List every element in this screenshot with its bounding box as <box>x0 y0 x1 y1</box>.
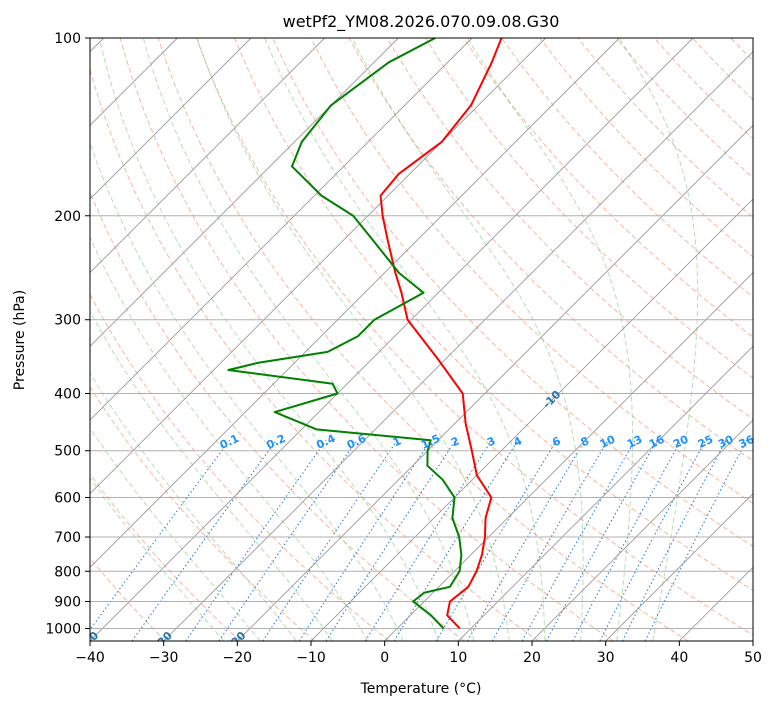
moist-adiabat <box>90 310 333 641</box>
isotherm-line <box>310 198 753 641</box>
y-tick-label: 200 <box>54 209 81 225</box>
y-tick-label: 400 <box>54 387 81 403</box>
y-tick-label: 1000 <box>45 621 81 637</box>
y-tick-label: 600 <box>54 490 81 506</box>
x-tick-label: −40 <box>75 650 105 666</box>
x-tick-label: 10 <box>449 650 467 666</box>
x-tick-label: 20 <box>523 650 541 666</box>
mixing-ratio-line <box>90 439 231 631</box>
isotherm-line <box>458 345 753 641</box>
y-tick-label: 800 <box>54 564 81 580</box>
mixing-ratio-line <box>545 440 658 641</box>
mixing-ratio-label: 10 <box>598 433 618 451</box>
dry-adiabat <box>90 557 166 641</box>
isotherm-label: -40 <box>78 629 101 652</box>
moist-adiabat <box>90 236 369 641</box>
dry-adiabat <box>90 67 540 641</box>
mixing-ratio-line <box>218 439 358 641</box>
mixing-ratio-line <box>491 440 609 641</box>
mixing-ratio-line <box>298 439 432 641</box>
mixing-ratio-label: 13 <box>625 433 644 451</box>
dry-adiabat <box>119 38 614 641</box>
y-tick-label: 100 <box>54 31 81 47</box>
dry-adiabat <box>348 38 753 462</box>
x-axis-label: Temperature (°C) <box>360 681 482 697</box>
mixing-ratio-line <box>364 439 492 641</box>
y-tick-label: 500 <box>54 444 81 460</box>
mixing-ratio-label: 16 <box>647 433 667 451</box>
dewpoint-profile <box>227 38 463 630</box>
moist-adiabat <box>196 38 510 641</box>
y-axis-label: Pressure (hPa) <box>12 290 28 390</box>
mixing-ratio-line <box>435 439 558 641</box>
mixing-ratio-label: 20 <box>671 433 691 451</box>
x-tick-label: −10 <box>296 650 326 666</box>
y-tick-label: 300 <box>54 313 81 329</box>
mixing-ratio-label: 25 <box>696 433 715 451</box>
moist-adiabat <box>351 38 584 641</box>
isotherm-line <box>605 493 753 641</box>
isotherm-line <box>237 124 753 641</box>
dry-adiabat <box>196 38 753 636</box>
moist-adiabat <box>142 38 475 641</box>
dry-adiabat <box>501 38 753 298</box>
isotherm-line <box>90 38 325 274</box>
dry-adiabat <box>424 38 753 379</box>
chart-title: wetPf2_YM08.2026.070.09.08.G30 <box>283 12 560 32</box>
y-tick-label: 900 <box>54 594 81 610</box>
x-tick-label: 50 <box>744 650 762 666</box>
isotherm-line <box>90 38 620 568</box>
isotherm-line <box>531 419 753 641</box>
isotherm-line <box>90 38 694 641</box>
dry-adiabat <box>90 386 316 641</box>
x-tick-label: 40 <box>670 650 688 666</box>
mixing-ratio-line <box>521 440 636 641</box>
mixing-ratio-line <box>644 440 748 641</box>
mixing-ratio-line <box>185 439 327 641</box>
moist-adiabat <box>264 38 546 641</box>
dry-adiabat <box>157 38 689 641</box>
dry-adiabat <box>90 473 241 641</box>
x-tick-label: −30 <box>149 650 179 666</box>
isotherm-line <box>90 38 473 421</box>
x-tick-label: 0 <box>380 650 389 666</box>
mixing-ratio-label: 30 <box>716 433 736 451</box>
isotherm-line <box>163 51 753 641</box>
mixing-ratio-line <box>621 440 727 641</box>
x-tick-label: 30 <box>597 650 615 666</box>
dry-adiabat <box>90 191 465 641</box>
dry-adiabat <box>272 38 753 548</box>
mixing-ratio-label: 36 <box>737 433 757 451</box>
moist-adiabat <box>90 477 225 641</box>
plot-frame <box>89 37 754 642</box>
mixing-ratio-line <box>325 439 456 641</box>
dry-adiabat <box>90 293 390 641</box>
dry-adiabat <box>234 38 753 591</box>
x-tick-label: −20 <box>223 650 253 666</box>
moist-adiabat <box>90 141 404 641</box>
mixing-ratio-line <box>262 439 398 641</box>
moist-adiabat <box>90 427 261 641</box>
y-tick-label: 700 <box>54 530 81 546</box>
isotherm-line <box>90 38 252 200</box>
moist-adiabat <box>618 38 699 641</box>
temperature-profile <box>379 38 503 630</box>
isotherm-line <box>90 38 399 347</box>
moist-adiabat <box>98 38 439 641</box>
